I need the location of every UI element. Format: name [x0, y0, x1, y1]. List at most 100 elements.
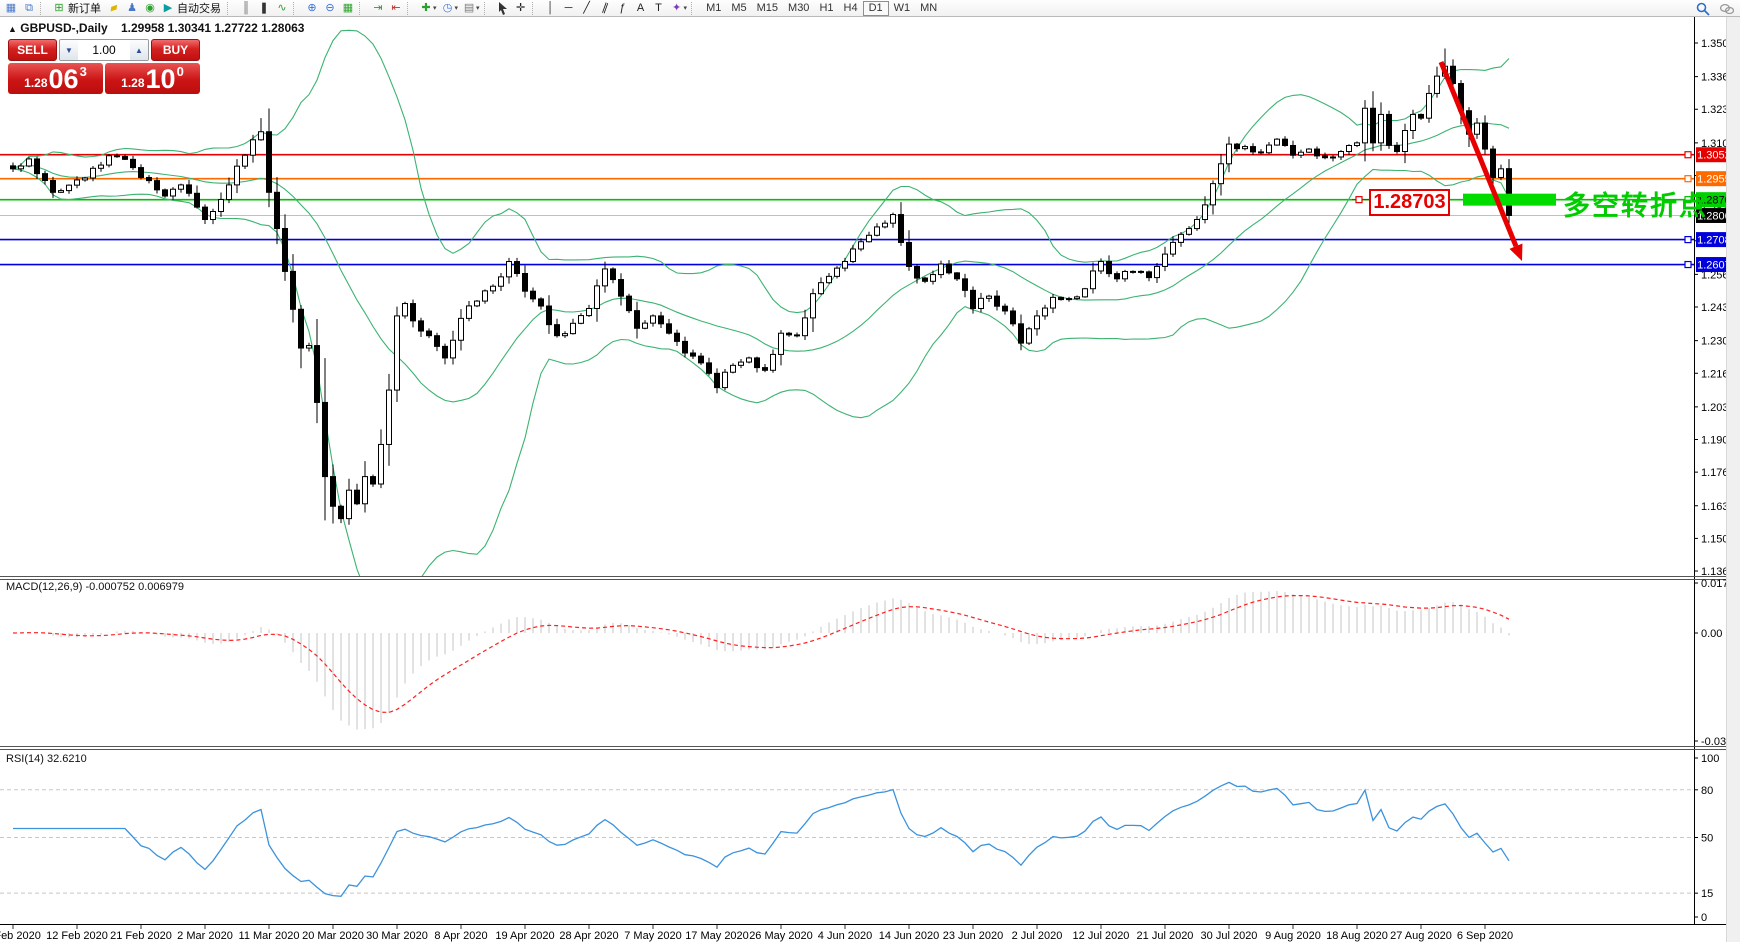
periods-icon[interactable]: ◷ — [442, 1, 453, 14]
sell-button[interactable]: SELL — [8, 39, 57, 61]
macd-pane — [12, 591, 1510, 730]
channel-icon[interactable]: ∥ — [600, 0, 610, 15]
svg-text:12 Feb 2020: 12 Feb 2020 — [46, 930, 108, 942]
symbol-title: GBPUSD-,Daily — [20, 21, 108, 35]
svg-text:9 Aug 2020: 9 Aug 2020 — [1265, 930, 1321, 942]
svg-text:19 Apr 2020: 19 Apr 2020 — [495, 930, 554, 942]
level-handle — [1684, 235, 1692, 244]
sell-price-sup: 3 — [79, 64, 87, 79]
volume-increase-button[interactable]: ▲ — [130, 40, 148, 60]
buy-price-panel[interactable]: 1.28 10 0 — [105, 63, 200, 94]
trendline-icon[interactable]: ╱ — [583, 1, 590, 14]
tab-timeframe-h1[interactable]: H1 — [819, 1, 834, 14]
charts-window-icon[interactable]: ▦ — [5, 1, 17, 14]
new-order-label[interactable]: 新订单 — [68, 3, 101, 15]
text-icon[interactable]: A — [636, 1, 645, 14]
volume-stepper: ▼ ▲ — [59, 39, 149, 61]
templates-dropdown-caret[interactable]: ▾ — [476, 5, 480, 12]
svg-text:12 Jul 2020: 12 Jul 2020 — [1073, 930, 1130, 942]
chart-shift-icon[interactable]: ⇤ — [391, 1, 401, 14]
buy-price-sup: 0 — [176, 64, 184, 79]
collapse-quotes-icon[interactable]: ▲ — [8, 24, 17, 34]
horizontal-line-icon[interactable]: ─ — [564, 1, 573, 14]
turning-point-highlight-bar[interactable] — [1463, 193, 1556, 206]
indicators-dropdown-caret[interactable]: ▾ — [433, 5, 437, 12]
tile-windows-icon[interactable]: ▦ — [342, 1, 354, 14]
chart-line-icon[interactable]: ∿ — [277, 1, 287, 14]
svg-text:28 Apr 2020: 28 Apr 2020 — [559, 930, 618, 942]
shapes-dropdown-caret[interactable]: ▾ — [683, 5, 688, 12]
search-icon[interactable] — [1694, 1, 1712, 16]
cursor-icon[interactable] — [494, 1, 512, 16]
auto-scroll-icon[interactable]: ⇥ — [373, 1, 383, 14]
tab-timeframe-m1[interactable]: M1 — [706, 1, 722, 14]
tab-timeframe-m15[interactable]: M15 — [756, 1, 779, 14]
buy-price-big: 10 — [145, 64, 176, 94]
toolbar-separator — [40, 1, 48, 15]
signals-icon[interactable]: ◉ — [145, 1, 155, 14]
chart-bars-icon[interactable]: ║ — [242, 1, 250, 14]
svg-text:2 Jul 2020: 2 Jul 2020 — [1012, 930, 1063, 942]
buy-button[interactable]: BUY — [151, 39, 200, 61]
sell-price-panel[interactable]: 1.28 06 3 — [8, 63, 103, 94]
new-order-icon[interactable]: ⊞ — [54, 1, 64, 14]
toolbar-separator — [227, 1, 235, 15]
tab-timeframe-m30[interactable]: M30 — [788, 1, 810, 14]
svg-text:7 May 2020: 7 May 2020 — [624, 930, 681, 942]
turning-point-label[interactable]: 多空转折点 — [1563, 191, 1708, 221]
svg-text:2 Mar 2020: 2 Mar 2020 — [177, 930, 233, 942]
symbol-info-bar: ▲ GBPUSD-,Daily 1.29958 1.30341 1.27722 … — [8, 21, 304, 35]
vertical-line-icon[interactable]: │ — [547, 1, 554, 14]
autotrading-icon[interactable]: ▶ — [163, 1, 173, 14]
trend-arrow[interactable] — [1438, 61, 1519, 248]
tab-timeframe-w1[interactable]: W1 — [893, 1, 911, 14]
zoom-out-icon[interactable]: ⊖ — [325, 1, 335, 14]
level-handle — [1684, 175, 1692, 183]
volume-decrease-button[interactable]: ▼ — [60, 40, 78, 60]
level-handle — [1684, 196, 1692, 204]
chat-icon[interactable] — [1718, 1, 1736, 16]
svg-text:0.00: 0.00 — [1701, 628, 1722, 640]
toolbar-separator — [483, 1, 492, 15]
svg-text:30 Mar 2020: 30 Mar 2020 — [366, 930, 428, 942]
tab-timeframe-mn[interactable]: MN — [920, 1, 938, 14]
svg-text:8 Apr 2020: 8 Apr 2020 — [434, 930, 487, 942]
main-toolbar: ▦ ⧉ ⊞ 新订单 ▰ ♟ ◉ ▶ 自动交易 ║ ❚ ∿ ⊕ ⊖ ▦ ⇥ ⇤ ✚ ▾ ◷ ▾ ▤ ▾ ✛ │ ─ ╱ ∥ ƒ A T ✦ ▾ M1… — [0, 0, 1740, 17]
svg-text:50: 50 — [1701, 833, 1713, 845]
fibonacci-icon[interactable]: ƒ — [619, 1, 626, 14]
toolbar-separator — [359, 1, 367, 15]
tab-timeframe-m5[interactable]: M5 — [731, 1, 747, 14]
vertical-scrollbar[interactable] — [1726, 17, 1740, 942]
autotrading-label[interactable]: 自动交易 — [177, 3, 221, 15]
tab-timeframe-h4[interactable]: H4 — [843, 1, 858, 14]
buy-price-small: 1.28 — [121, 76, 145, 90]
periods-dropdown-caret[interactable]: ▾ — [454, 5, 459, 12]
zoom-in-icon[interactable]: ⊕ — [307, 1, 317, 14]
crosshair-icon[interactable]: ✛ — [515, 1, 526, 14]
svg-text:100: 100 — [1701, 753, 1719, 765]
tab-timeframe-d1[interactable]: D1 — [862, 0, 889, 16]
label-icon[interactable]: T — [655, 1, 662, 14]
chart-candles-icon[interactable]: ❚ — [259, 1, 269, 14]
svg-text:18 Aug 2020: 18 Aug 2020 — [1326, 930, 1388, 942]
sell-price-small: 1.28 — [24, 76, 48, 90]
indicators-icon[interactable]: ✚ — [421, 1, 431, 14]
toolbar-separator — [293, 1, 301, 15]
profile-window-icon[interactable]: ⧉ — [25, 1, 33, 14]
toolbar-separator — [691, 1, 699, 15]
svg-text:14 Jun 2020: 14 Jun 2020 — [879, 930, 940, 942]
shapes-icon[interactable]: ✦ — [671, 1, 682, 14]
svg-text:26 May 2020: 26 May 2020 — [749, 930, 813, 942]
svg-text:80: 80 — [1701, 785, 1713, 797]
price-annotation-box[interactable]: 1.28703 — [1369, 189, 1450, 216]
volume-input[interactable] — [78, 40, 130, 60]
templates-icon[interactable]: ▤ — [463, 1, 475, 14]
crayon-icon[interactable]: ▰ — [107, 0, 120, 15]
svg-text:3 Feb 2020: 3 Feb 2020 — [0, 930, 41, 942]
rsi-line — [13, 781, 1510, 897]
level-handle — [1684, 260, 1692, 269]
experts-icon[interactable]: ♟ — [127, 1, 137, 14]
